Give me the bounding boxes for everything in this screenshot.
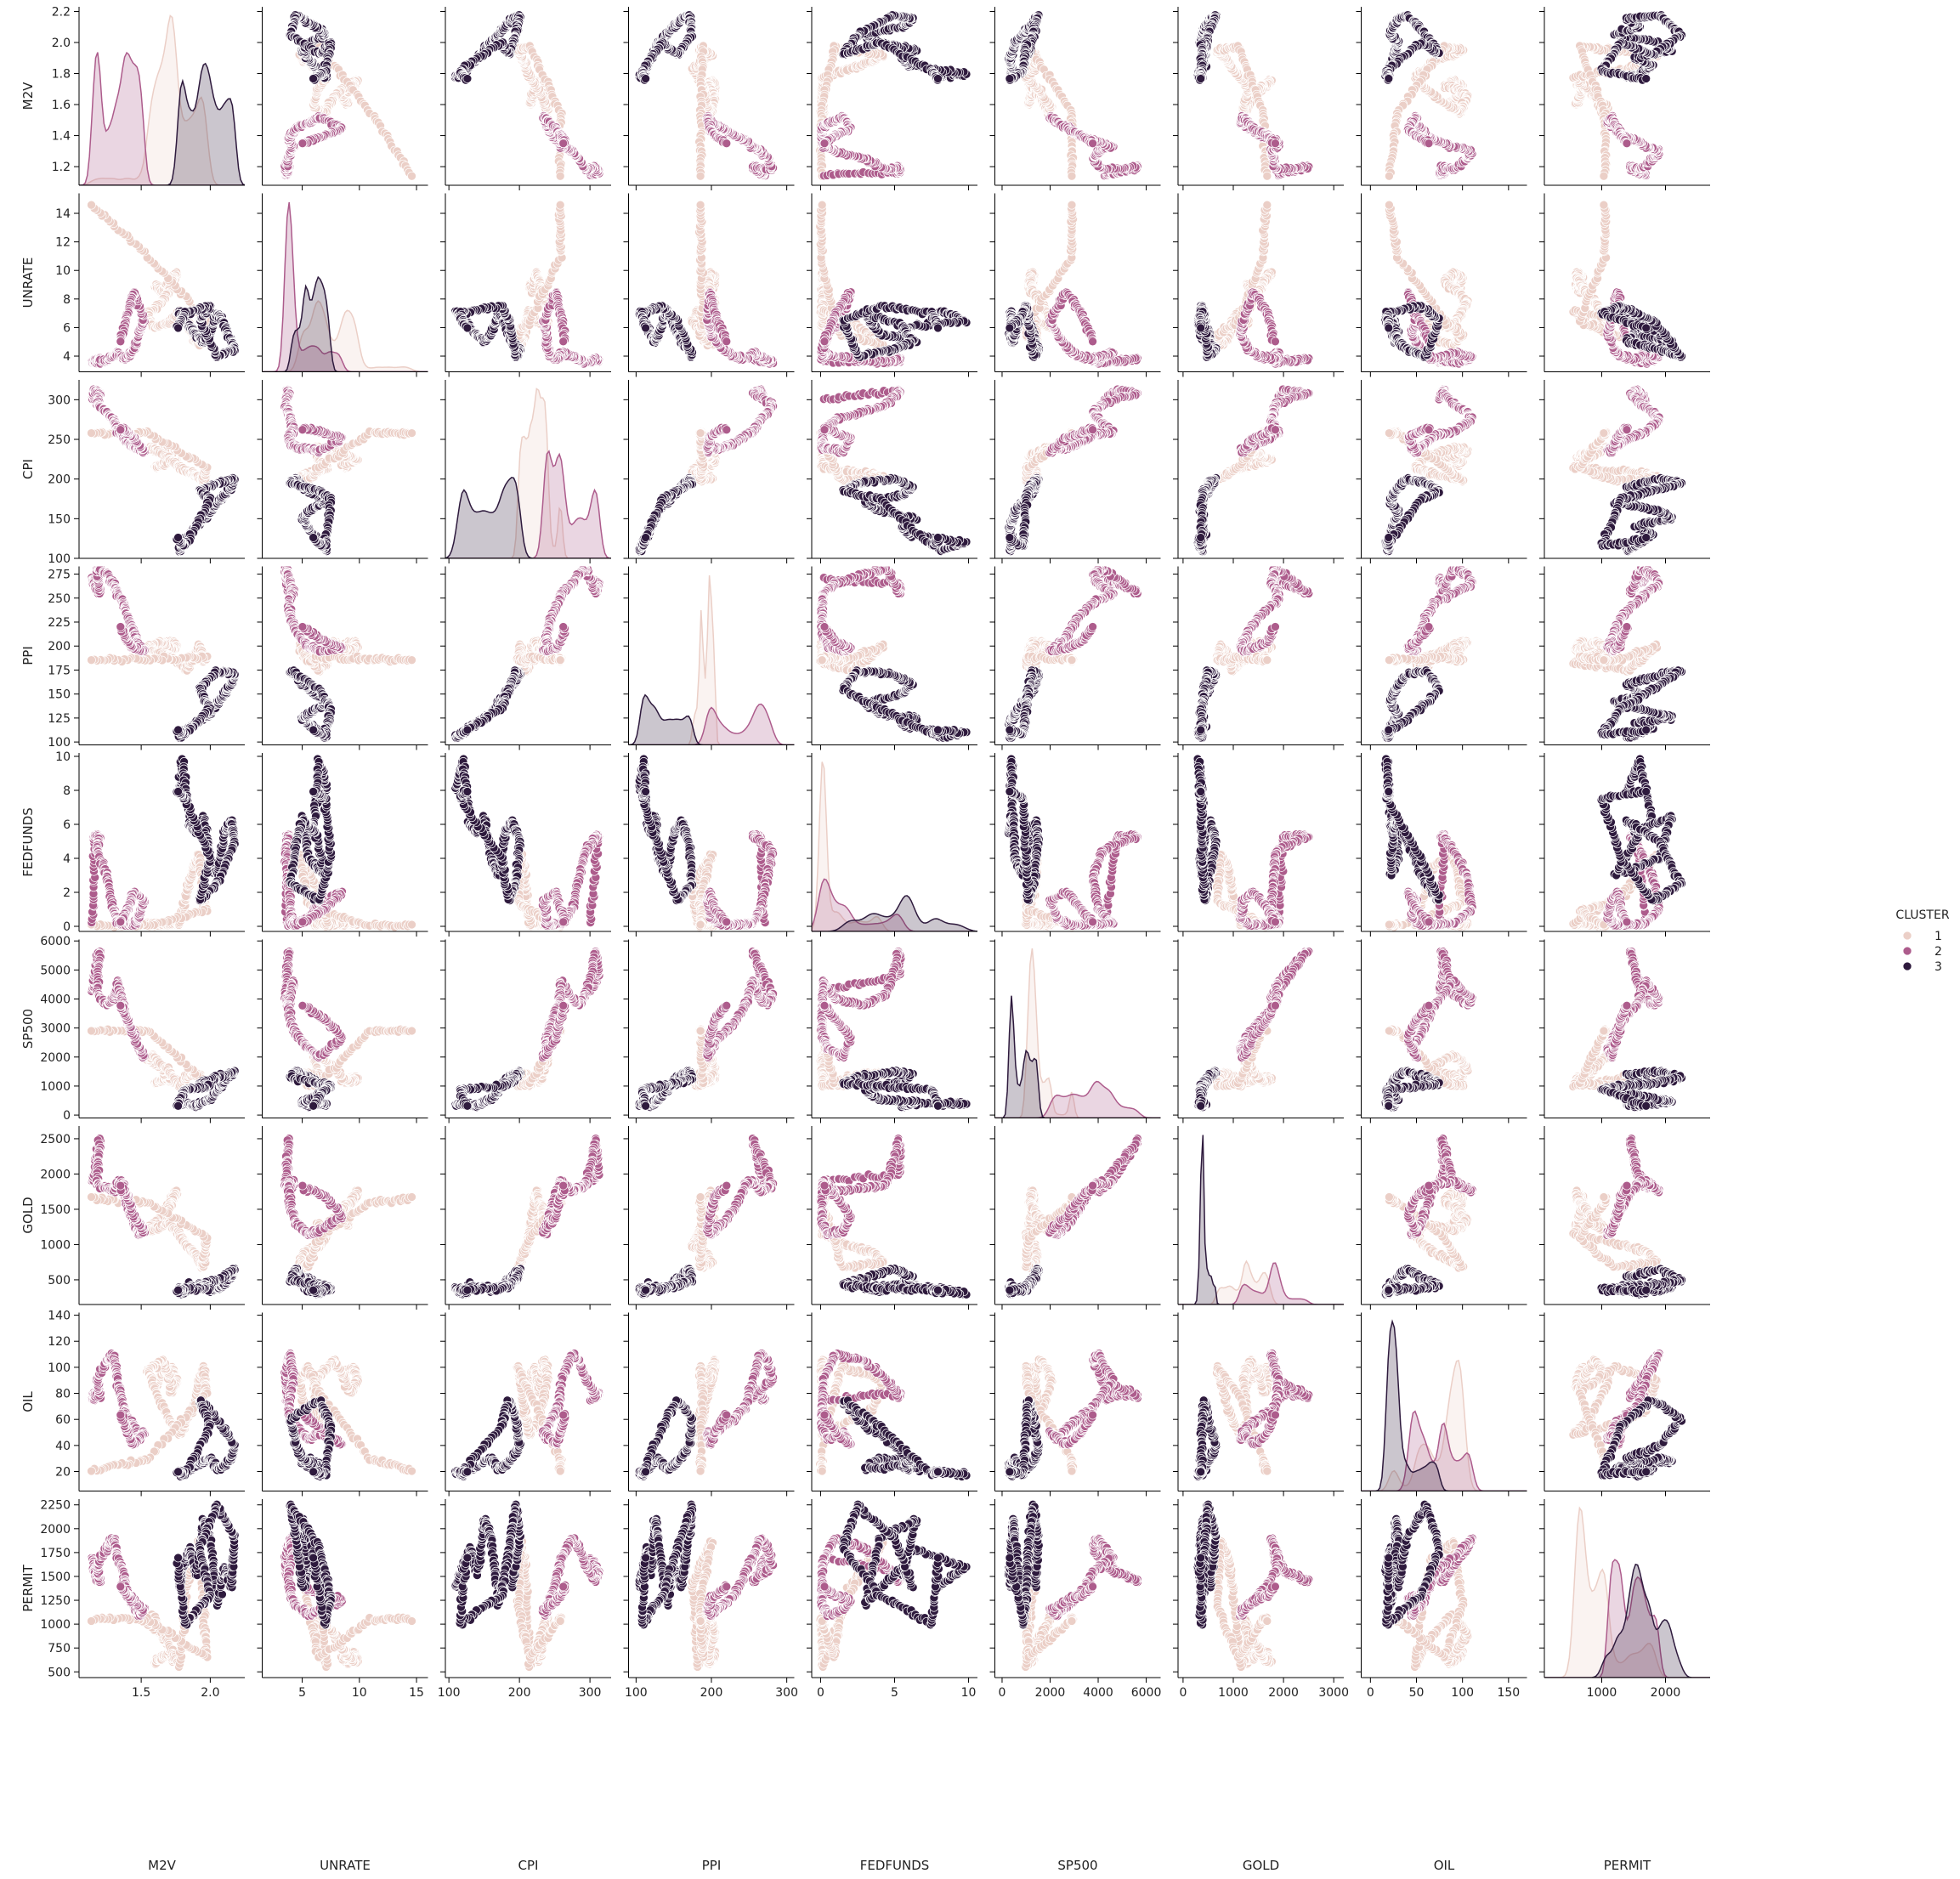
- points-cluster-2: [817, 111, 905, 179]
- point: [408, 172, 416, 180]
- points-cluster-3: [839, 11, 971, 85]
- y-tick-label: 1.4: [52, 130, 71, 144]
- panel-M2V-vs-M2V: 1.2 1.4 1.6 1.8 2.0 2.2: [52, 5, 245, 190]
- points-cluster-3: [635, 11, 696, 85]
- point: [696, 172, 705, 180]
- point: [559, 139, 568, 148]
- point: [309, 75, 318, 83]
- panel-M2V-vs-PPI: [624, 7, 795, 190]
- y-tick-label: 1.2: [52, 161, 71, 174]
- panel-M2V-vs-FEDFUNDS: [807, 7, 977, 190]
- point: [722, 139, 731, 148]
- panel-M2V-vs-CPI: [440, 7, 611, 190]
- points-cluster-1: [513, 42, 566, 180]
- point: [1068, 172, 1076, 180]
- points-cluster-1: [688, 42, 721, 180]
- y-tick-label: 2.2: [52, 5, 71, 19]
- points-cluster-2: [280, 111, 347, 179]
- point: [820, 139, 829, 148]
- points-cluster-3: [286, 11, 336, 85]
- point: [1089, 139, 1097, 148]
- point: [463, 75, 472, 83]
- y-tick-label: 2.0: [52, 37, 71, 50]
- point: [934, 75, 943, 83]
- point: [642, 75, 650, 83]
- panel-M2V-vs-UNRATE: [258, 7, 428, 190]
- pairplot-grid: 1.21.41.61.82.02.24681012141001502002503…: [20, 5, 1710, 1873]
- points-cluster-2: [538, 111, 603, 179]
- y-tick-label: 1.8: [52, 68, 71, 82]
- points-cluster-1: [1022, 42, 1078, 180]
- y-tick-label: 1.6: [52, 99, 71, 112]
- panel-M2V-vs-SP500: [990, 7, 1161, 190]
- point: [556, 172, 564, 180]
- point: [298, 139, 307, 148]
- points-cluster-2: [1045, 111, 1142, 179]
- points-cluster-2: [702, 111, 777, 179]
- points-cluster-3: [450, 11, 524, 85]
